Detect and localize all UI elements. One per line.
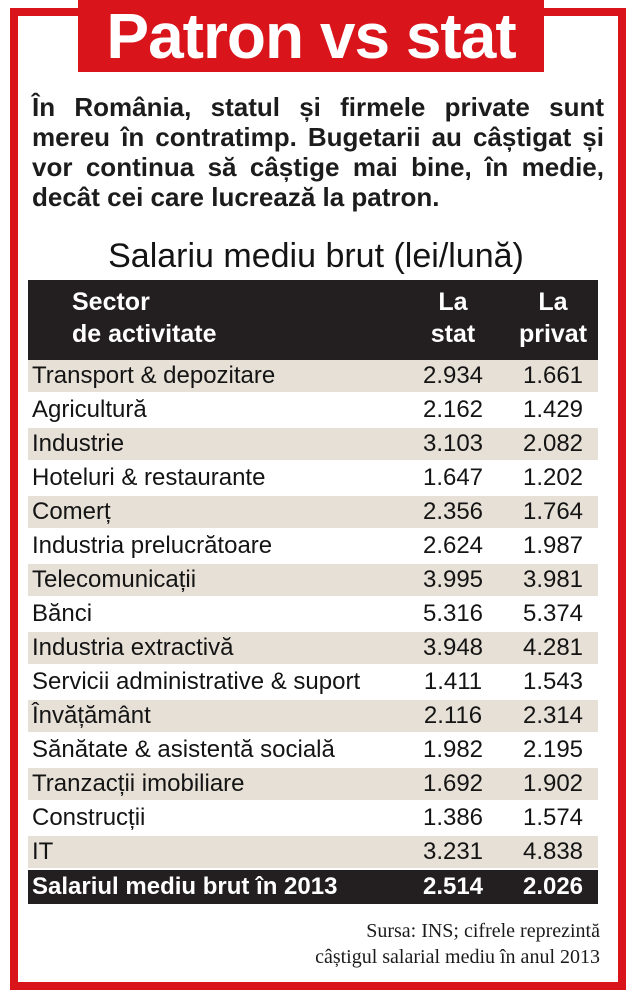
stat-cell: 2.162 bbox=[398, 393, 508, 428]
privat-cell: 5.374 bbox=[508, 597, 598, 632]
privat-cell: 1.902 bbox=[508, 767, 598, 802]
privat-cell: 2.082 bbox=[508, 427, 598, 462]
table-row: Servicii administrative & suport 1.411 1… bbox=[28, 665, 598, 700]
privat-cell: 2.314 bbox=[508, 699, 598, 734]
column-header-sector-line1: Sector bbox=[72, 288, 150, 316]
table-row: Tranzacții imobiliare 1.692 1.902 bbox=[28, 767, 598, 802]
privat-cell: 2.195 bbox=[508, 733, 598, 768]
total-stat: 2.514 bbox=[398, 869, 508, 904]
privat-cell: 1.661 bbox=[508, 360, 598, 394]
column-header-sector-line2: de activitate bbox=[72, 320, 217, 348]
stat-cell: 2.934 bbox=[398, 360, 508, 394]
sector-cell: Comerț bbox=[28, 495, 398, 530]
sector-cell: Agricultură bbox=[28, 393, 398, 428]
table-row: Bănci 5.316 5.374 bbox=[28, 597, 598, 632]
total-privat: 2.026 bbox=[508, 869, 598, 904]
column-header-privat: La privat bbox=[508, 280, 598, 360]
sector-cell: Hoteluri & restaurante bbox=[28, 461, 398, 496]
table-row: Hoteluri & restaurante 1.647 1.202 bbox=[28, 461, 598, 496]
source-note: Sursa: INS; cifrele reprezintă câștigul … bbox=[60, 918, 600, 970]
table-row: Industrie 3.103 2.082 bbox=[28, 427, 598, 462]
stat-cell: 3.995 bbox=[398, 563, 508, 598]
table-total-row: Salariul mediu brut în 2013 2.514 2.026 bbox=[28, 869, 598, 904]
table-row: Învățământ 2.116 2.314 bbox=[28, 699, 598, 734]
column-header-sector: Sector de activitate bbox=[28, 280, 398, 360]
stat-cell: 1.692 bbox=[398, 767, 508, 802]
sector-cell: IT bbox=[28, 835, 398, 870]
sector-cell: Construcții bbox=[28, 801, 398, 836]
table-body: Transport & depozitare 2.934 1.661 Agric… bbox=[28, 360, 598, 870]
sector-cell: Învățământ bbox=[28, 699, 398, 734]
table-row: Telecomunicații 3.995 3.981 bbox=[28, 563, 598, 598]
salary-table: Sector de activitate La stat La privat T… bbox=[28, 280, 598, 904]
sector-cell: Industria extractivă bbox=[28, 631, 398, 666]
stat-cell: 3.231 bbox=[398, 835, 508, 870]
privat-cell: 1.574 bbox=[508, 801, 598, 836]
sector-cell: Industrie bbox=[28, 427, 398, 462]
sector-cell: Industria prelucrătoare bbox=[28, 529, 398, 564]
stat-cell: 3.948 bbox=[398, 631, 508, 666]
stat-cell: 1.411 bbox=[398, 665, 508, 700]
stat-cell: 2.116 bbox=[398, 699, 508, 734]
total-label: Salariul mediu brut în 2013 bbox=[28, 869, 398, 904]
sector-cell: Tranzacții imobiliare bbox=[28, 767, 398, 802]
source-line1: Sursa: INS; cifrele reprezintă bbox=[366, 920, 600, 942]
column-header-privat-line1: La bbox=[538, 288, 568, 316]
column-header-stat-line2: stat bbox=[430, 320, 476, 348]
table-row: Agricultură 2.162 1.429 bbox=[28, 393, 598, 428]
sector-cell: Servicii administrative & suport bbox=[28, 665, 398, 700]
privat-cell: 1.764 bbox=[508, 495, 598, 530]
table-row: Construcții 1.386 1.574 bbox=[28, 801, 598, 836]
stat-cell: 5.316 bbox=[398, 597, 508, 632]
privat-cell: 1.202 bbox=[508, 461, 598, 496]
table-row: Industria prelucrătoare 2.624 1.987 bbox=[28, 529, 598, 564]
stat-cell: 3.103 bbox=[398, 427, 508, 462]
privat-cell: 1.987 bbox=[508, 529, 598, 564]
intro-paragraph: În România, statul și firmele private su… bbox=[32, 92, 604, 212]
column-header-stat: La stat bbox=[398, 280, 508, 360]
privat-cell: 1.543 bbox=[508, 665, 598, 700]
sector-cell: Transport & depozitare bbox=[28, 360, 398, 394]
privat-cell: 1.429 bbox=[508, 393, 598, 428]
stat-cell: 1.647 bbox=[398, 461, 508, 496]
table-row: Sănătate & asistentă socială 1.982 2.195 bbox=[28, 733, 598, 768]
stat-cell: 1.982 bbox=[398, 733, 508, 768]
page-title: Patron vs stat bbox=[78, 0, 544, 72]
table-row: IT 3.231 4.838 bbox=[28, 835, 598, 870]
table-row: Industria extractivă 3.948 4.281 bbox=[28, 631, 598, 666]
sector-cell: Telecomunicații bbox=[28, 563, 398, 598]
stat-cell: 1.386 bbox=[398, 801, 508, 836]
sector-cell: Bănci bbox=[28, 597, 398, 632]
table-caption: Salariu mediu brut (lei/lună) bbox=[108, 237, 524, 275]
stat-cell: 2.624 bbox=[398, 529, 508, 564]
column-header-privat-line2: privat bbox=[518, 320, 588, 348]
table-row: Transport & depozitare 2.934 1.661 bbox=[28, 360, 598, 394]
source-line2: câștigul salarial mediu în anul 2013 bbox=[315, 946, 600, 968]
privat-cell: 3.981 bbox=[508, 563, 598, 598]
privat-cell: 4.281 bbox=[508, 631, 598, 666]
table-row: Comerț 2.356 1.764 bbox=[28, 495, 598, 530]
column-header-stat-line1: La bbox=[438, 288, 468, 316]
table-header-row: Sector de activitate La stat La privat bbox=[28, 280, 598, 360]
sector-cell: Sănătate & asistentă socială bbox=[28, 733, 398, 768]
stat-cell: 2.356 bbox=[398, 495, 508, 530]
privat-cell: 4.838 bbox=[508, 835, 598, 870]
